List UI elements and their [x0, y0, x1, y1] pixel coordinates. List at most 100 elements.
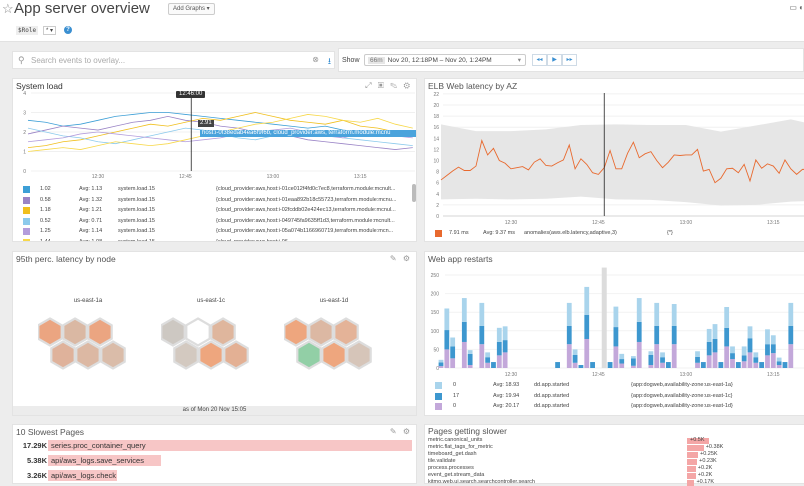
host-hexagon[interactable] [38, 317, 63, 347]
bar-segment[interactable] [788, 302, 794, 326]
list-item[interactable]: tile.validate +0.23K [425, 458, 804, 465]
host-hexagon[interactable] [161, 317, 186, 347]
bar-segment[interactable] [770, 344, 776, 354]
widget-tools-icons[interactable]: ✎ ⚙ [389, 254, 412, 263]
bar-segment[interactable] [741, 361, 747, 368]
restarts-chart[interactable]: 0 50 100 150 200 250 12:30 12:45 13:00 13:15 [425, 262, 804, 380]
bar-segment[interactable] [660, 352, 665, 358]
bar-segment[interactable] [706, 328, 712, 342]
bar-segment[interactable] [776, 357, 782, 362]
clear-icon[interactable]: ⊗ [312, 55, 319, 64]
list-item[interactable]: event_get.stream_data +0.2K [425, 472, 804, 479]
bar-segment[interactable] [467, 350, 473, 354]
host-hexagon[interactable] [223, 340, 249, 370]
play-button[interactable]: ▶ [547, 54, 562, 66]
bar-segment[interactable] [730, 359, 735, 368]
bar-segment[interactable] [765, 344, 770, 356]
bar-segment[interactable] [438, 359, 444, 363]
list-item[interactable]: metric.canonical_units +0.5K [425, 437, 804, 444]
bar-segment[interactable] [724, 327, 730, 347]
bar-segment[interactable] [461, 321, 467, 342]
bar-segment[interactable] [654, 344, 660, 368]
legend-row[interactable]: 0 Avg: 20.17 dd.app.started {app:dogweb,ava… [435, 403, 804, 411]
bar-segment[interactable] [712, 338, 718, 353]
bar-segment[interactable] [660, 357, 665, 363]
bar-segment[interactable] [572, 362, 578, 368]
bar-segment[interactable] [613, 327, 619, 347]
elb-latency-chart[interactable]: 0 2 4 6 8 10 12 14 16 18 20 22 12:30 12:45 13:00 13:15 [425, 89, 804, 229]
forward-button[interactable]: ▸▸ [562, 54, 577, 66]
bar-segment[interactable] [765, 355, 770, 368]
host-hexagon[interactable] [210, 317, 236, 347]
host-hexagon[interactable] [321, 340, 347, 370]
event-search-bar[interactable]: ⚲ Search events to overlay... ⊗ ⭳ [12, 51, 335, 69]
back-button[interactable]: ◂◂ [532, 54, 547, 66]
bar-segment[interactable] [671, 325, 677, 345]
bar-segment[interactable] [467, 365, 473, 368]
bar-segment[interactable] [450, 358, 456, 368]
bar-segment[interactable] [671, 304, 677, 326]
list-item[interactable]: 3.26K api/aws_logs.check [13, 470, 417, 481]
bar-segment[interactable] [502, 352, 508, 368]
bar-segment[interactable] [636, 321, 642, 342]
bar-segment[interactable] [695, 356, 700, 363]
bar-segment[interactable] [496, 341, 502, 356]
bar-segment[interactable] [444, 308, 450, 331]
bar-segment[interactable] [700, 362, 706, 368]
host-hexagon[interactable] [308, 317, 334, 347]
bar-segment[interactable] [665, 362, 671, 368]
bar-segment[interactable] [438, 362, 444, 367]
bar-segment[interactable] [613, 346, 619, 368]
legend-scrollbar[interactable] [412, 184, 416, 202]
bar-segment[interactable] [636, 341, 642, 368]
bar-segment[interactable] [496, 355, 502, 368]
bar-segment[interactable] [765, 329, 770, 345]
bar-segment[interactable] [747, 326, 753, 339]
bar-segment[interactable] [753, 352, 759, 358]
bar-segment[interactable] [753, 362, 759, 368]
bar-segment[interactable] [776, 361, 782, 366]
bar-segment[interactable] [770, 335, 776, 345]
bar-segment[interactable] [654, 302, 660, 326]
star-icon[interactable]: ☆ [2, 1, 14, 16]
bar-segment[interactable] [630, 358, 636, 366]
timeframe-select[interactable]: 66m Nov 20, 12:18PM – Nov 20, 1:24PM ▾ [364, 54, 526, 66]
bar-segment[interactable] [479, 325, 485, 345]
bar-segment[interactable] [572, 349, 578, 355]
bar-segment[interactable] [660, 362, 665, 368]
bar-segment[interactable] [648, 365, 654, 368]
bar-segment[interactable] [747, 338, 753, 353]
bar-segment[interactable] [590, 362, 595, 368]
legend-row[interactable]: 17 Avg: 19.94 dd.app.started {app:dogweb,av… [435, 392, 804, 401]
bar-segment[interactable] [770, 353, 776, 368]
widget-tools-icons[interactable]: ✎ ⚙ [389, 427, 412, 436]
bar-segment[interactable] [712, 352, 718, 368]
list-item[interactable]: timeboard_get.dash +0.25K [425, 451, 804, 458]
template-variable-select[interactable]: * ▾ [43, 26, 57, 35]
bar-segment[interactable] [753, 357, 759, 363]
bar-segment[interactable] [648, 354, 654, 366]
help-icon[interactable]: ? [64, 26, 72, 34]
search-input[interactable]: Search events to overlay... [31, 56, 126, 65]
bar-segment[interactable] [741, 355, 747, 362]
bar-segment[interactable] [782, 362, 788, 368]
host-hexagon[interactable] [173, 340, 199, 370]
bar-segment[interactable] [584, 286, 590, 315]
legend-row[interactable]: 0.52 Avg: 0.71 system.load.15 {cloud_provid… [23, 217, 408, 226]
bar-segment[interactable] [461, 341, 467, 368]
bar-segment[interactable] [671, 344, 677, 368]
bar-segment[interactable] [502, 340, 508, 353]
bar-segment[interactable] [578, 365, 584, 368]
bar-segment[interactable] [776, 365, 782, 368]
bar-segment[interactable] [695, 351, 700, 357]
host-hexagon[interactable] [346, 340, 372, 370]
bar-segment[interactable] [479, 302, 485, 326]
bar-segment[interactable] [730, 353, 735, 360]
bar-segment[interactable] [485, 362, 491, 368]
bar-segment[interactable] [706, 355, 712, 368]
host-hexagon[interactable] [62, 317, 88, 347]
bar-segment[interactable] [724, 346, 730, 368]
bar-segment[interactable] [566, 302, 572, 326]
bar-segment[interactable] [630, 356, 636, 359]
bar-segment[interactable] [619, 353, 625, 360]
